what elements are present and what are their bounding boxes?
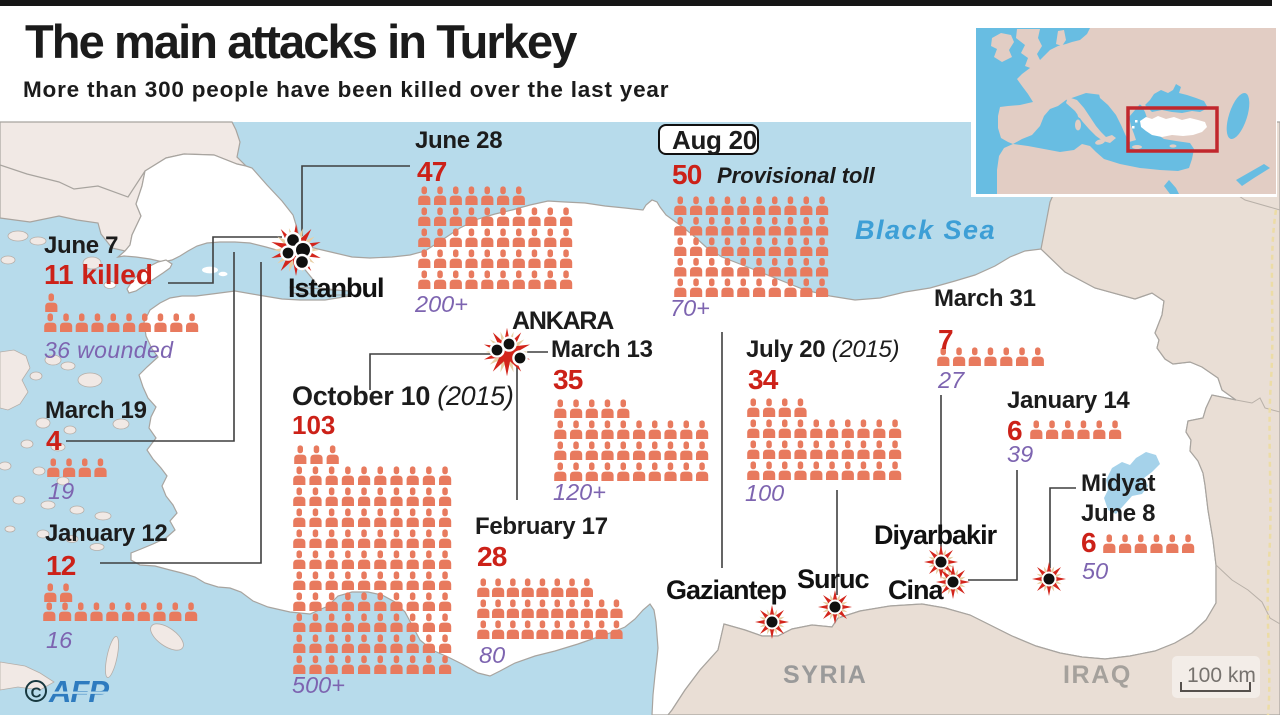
svg-text:C: C <box>31 685 42 702</box>
